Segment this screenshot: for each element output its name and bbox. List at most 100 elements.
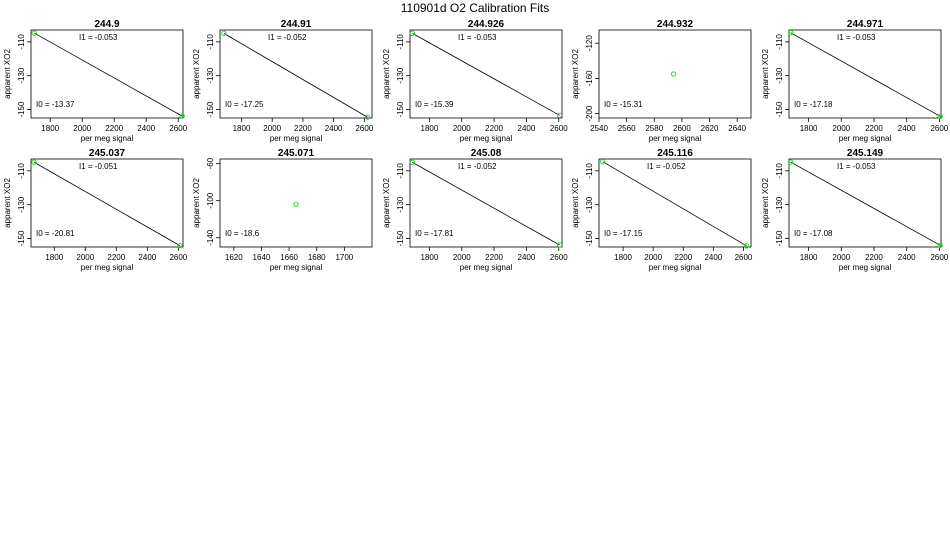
calibration-panel: 245.071 1620 1640 1660 1680 1700 -60 -100 -140 pe… xyxy=(192,148,373,272)
data-point xyxy=(221,30,227,37)
y-tick-label: -110 xyxy=(775,34,784,50)
data-point xyxy=(600,159,606,165)
x-tick-label: 1800 xyxy=(233,124,251,133)
x-tick-label: 2000 xyxy=(453,124,471,133)
x-tick-label: 2600 xyxy=(930,253,948,262)
data-point xyxy=(179,113,185,119)
calibration-panel: 244.926 1800 2000 2200 2400 2600 -110 -130 -150 p… xyxy=(382,19,568,143)
y-axis-label: apparent XO2 xyxy=(571,49,580,99)
x-tick-label: 2000 xyxy=(644,253,662,262)
x-tick-label: 2200 xyxy=(294,124,312,133)
plot-frame xyxy=(30,158,184,248)
y-tick-label: -130 xyxy=(775,67,784,84)
intercept-label: I0 = -20.81 xyxy=(36,229,75,238)
x-tick-label: 2540 xyxy=(590,124,608,133)
x-axis-label: per meg signal xyxy=(270,263,323,272)
x-axis-label: per meg signal xyxy=(839,134,892,143)
x-tick-label: 1800 xyxy=(421,124,439,133)
y-tick-label: -110 xyxy=(206,34,215,50)
slope-label: I1 = -0.052 xyxy=(268,33,307,42)
fit-line xyxy=(34,32,183,117)
calibration-panel: 245.116 1800 2000 2200 2400 2600 -110 -130 -150 p… xyxy=(571,148,753,272)
slope-label: I1 = -0.053 xyxy=(458,33,497,42)
x-tick-label: 2200 xyxy=(865,253,883,262)
y-axis-label: apparent XO2 xyxy=(571,178,580,228)
y-axis-label: apparent XO2 xyxy=(192,178,201,228)
x-axis-label: per meg signal xyxy=(649,263,702,272)
data-point xyxy=(787,30,794,36)
data-point xyxy=(743,243,750,249)
x-tick-label: 1620 xyxy=(225,253,243,262)
y-axis-label: apparent XO2 xyxy=(382,178,391,228)
panel-title: 244.9 xyxy=(94,19,119,30)
data-point xyxy=(670,71,677,77)
intercept-label: I0 = -17.18 xyxy=(794,100,833,109)
x-tick-label: 2000 xyxy=(832,253,850,262)
intercept-label: I0 = -17.81 xyxy=(415,229,454,238)
y-tick-label: -110 xyxy=(775,163,784,179)
y-tick-label: -150 xyxy=(17,230,26,247)
fit-line xyxy=(412,162,560,246)
panel-title: 245.037 xyxy=(89,148,126,159)
x-tick-label: 2400 xyxy=(138,253,156,262)
data-point xyxy=(409,159,416,166)
panel-title: 244.926 xyxy=(468,19,505,30)
slope-label: I1 = -0.052 xyxy=(647,162,686,171)
fit-line xyxy=(602,161,747,247)
panel-grid: 244.9 1800 2000 2200 2400 2600 -110 -130 -150 per… xyxy=(3,19,949,272)
y-axis-label: apparent XO2 xyxy=(761,178,770,228)
y-tick-label: -150 xyxy=(775,230,784,247)
fit-line xyxy=(223,33,368,118)
x-tick-label: 2000 xyxy=(73,124,91,133)
fit-line xyxy=(790,161,941,246)
x-tick-label: 2620 xyxy=(701,124,719,133)
x-tick-label: 2600 xyxy=(550,124,568,133)
x-tick-label: 1700 xyxy=(335,253,353,262)
intercept-label: I0 = -17.15 xyxy=(604,229,643,238)
intercept-label: I0 = -15.39 xyxy=(415,100,454,109)
x-tick-label: 1800 xyxy=(41,124,59,133)
calibration-panel: 245.08 1800 2000 2200 2400 2600 -110 -130 -150 pe… xyxy=(382,148,568,272)
y-tick-label: -60 xyxy=(206,157,215,169)
calibration-panel: 244.932 2540 2560 2580 2600 2620 2640 -120 -160 -… xyxy=(571,19,752,143)
panel-title: 245.149 xyxy=(847,148,884,159)
intercept-label: I0 = -17.25 xyxy=(225,100,264,109)
plot-frame xyxy=(788,29,942,119)
x-tick-label: 2600 xyxy=(735,253,753,262)
x-tick-label: 2600 xyxy=(930,124,948,133)
x-tick-label: 1660 xyxy=(280,253,298,262)
x-tick-label: 2000 xyxy=(76,253,94,262)
slope-label: I1 = -0.051 xyxy=(79,162,118,171)
x-tick-label: 2580 xyxy=(645,124,663,133)
y-axis-label: apparent XO2 xyxy=(3,49,12,99)
y-tick-label: -150 xyxy=(206,101,215,118)
y-axis-label: apparent XO2 xyxy=(761,49,770,99)
intercept-label: I0 = -18.6 xyxy=(225,229,260,238)
x-tick-label: 2200 xyxy=(485,253,503,262)
x-tick-label: 2200 xyxy=(865,124,883,133)
y-tick-label: -130 xyxy=(775,196,784,213)
calibration-panel: 245.037 1800 2000 2200 2400 2600 -110 -130 -150 p… xyxy=(3,148,188,272)
data-point xyxy=(31,159,37,165)
y-tick-label: -130 xyxy=(17,67,26,84)
x-tick-label: 2200 xyxy=(105,124,123,133)
data-point xyxy=(937,242,943,249)
data-point xyxy=(787,159,794,165)
plot-frame xyxy=(30,29,184,119)
x-tick-label: 1800 xyxy=(421,253,439,262)
plot-frame xyxy=(219,29,373,119)
data-point xyxy=(556,242,563,248)
intercept-label: I0 = -13.37 xyxy=(36,100,75,109)
x-tick-label: 2600 xyxy=(169,253,187,262)
x-tick-label: 2400 xyxy=(137,124,155,133)
x-tick-label: 2400 xyxy=(704,253,722,262)
x-tick-label: 2200 xyxy=(485,124,503,133)
x-tick-label: 1800 xyxy=(614,253,632,262)
y-tick-label: -130 xyxy=(206,67,215,84)
calibration-panel: 244.91 1800 2000 2200 2400 2600 -110 -130 -150 pe… xyxy=(192,19,374,143)
calibration-panel: 244.9 1800 2000 2200 2400 2600 -110 -130 -150 per… xyxy=(3,19,188,143)
data-point xyxy=(31,30,37,36)
plot-frame xyxy=(598,158,752,248)
y-tick-label: -110 xyxy=(396,163,405,179)
